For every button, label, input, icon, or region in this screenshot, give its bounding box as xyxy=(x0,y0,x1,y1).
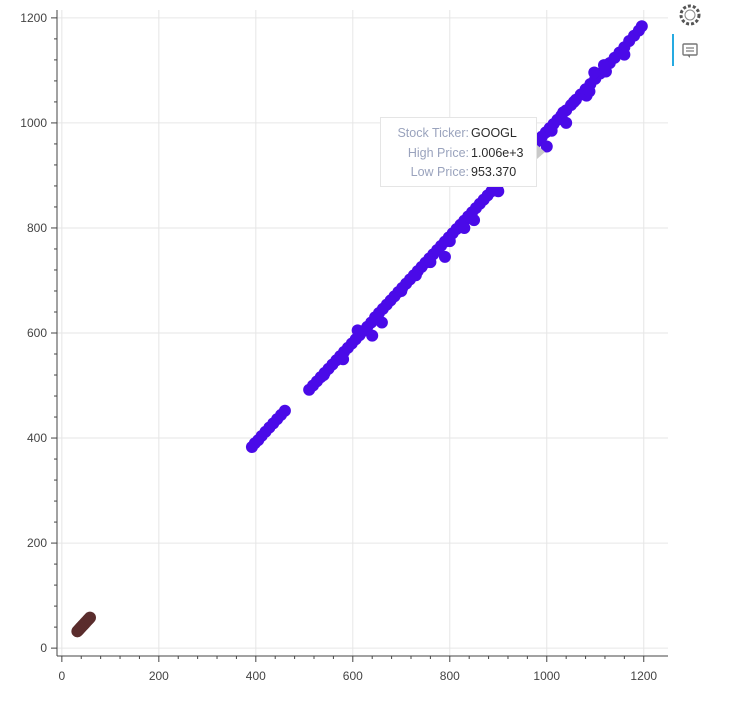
tooltip-row-low: Low Price: 953.370 xyxy=(389,163,528,183)
series-1 xyxy=(71,611,96,638)
ticks: 0 200 400 600 800 1000 1200 0 200 400 600 800 1000 12… xyxy=(20,11,657,683)
scatter-point[interactable] xyxy=(278,404,291,417)
x-tick-label: 400 xyxy=(246,669,266,683)
hover-tooltip-icon[interactable] xyxy=(676,38,704,64)
y-tick-label: 400 xyxy=(27,431,47,445)
scatter-point[interactable] xyxy=(395,284,408,297)
bokeh-logo-icon[interactable] xyxy=(676,2,704,28)
scatter-point[interactable] xyxy=(583,85,596,98)
scatter-point[interactable] xyxy=(83,611,96,624)
x-tick-label: 200 xyxy=(149,669,169,683)
scatter-point[interactable] xyxy=(375,316,388,329)
scatter-point[interactable] xyxy=(366,329,379,342)
scatter-point[interactable] xyxy=(635,20,648,33)
scatter-point[interactable] xyxy=(557,106,570,119)
y-tick-label: 0 xyxy=(40,641,47,655)
chart-toolbar xyxy=(672,0,712,80)
scatter-point[interactable] xyxy=(560,116,573,129)
y-tick-label: 600 xyxy=(27,326,47,340)
scatter-point[interactable] xyxy=(351,324,364,337)
tooltip-value: GOOGL xyxy=(471,126,517,140)
scatter-point[interactable] xyxy=(618,48,631,61)
scatter-point[interactable] xyxy=(458,221,471,234)
tooltip-value: 1.006e+3 xyxy=(471,145,524,160)
tooltip-label: Low Price: xyxy=(410,165,469,179)
scatter-point[interactable] xyxy=(443,235,456,248)
tooltip-label: High Price: xyxy=(407,145,469,160)
scatter-point[interactable] xyxy=(438,250,451,263)
y-tick-label: 800 xyxy=(27,221,47,235)
scatter-point[interactable] xyxy=(545,124,558,137)
y-tick-label: 200 xyxy=(27,536,47,550)
x-tick-label: 1000 xyxy=(533,669,560,683)
y-tick-label: 1200 xyxy=(20,11,47,25)
tooltip-pointer xyxy=(537,145,545,159)
scatter-point[interactable] xyxy=(597,59,610,72)
active-tool-indicator xyxy=(672,34,674,66)
tooltip-value: 953.370 xyxy=(471,165,517,179)
scatter-point[interactable] xyxy=(492,185,505,198)
tooltip-label: Stock Ticker: xyxy=(397,126,469,140)
scatter-point[interactable] xyxy=(424,256,437,269)
tooltip-row-high: High Price: 1.006e+3 xyxy=(389,144,528,164)
tooltip-row-ticker: Stock Ticker: GOOGL xyxy=(389,124,528,144)
x-tick-label: 1200 xyxy=(630,669,657,683)
y-tick-label: 1000 xyxy=(20,116,47,130)
scatter-point[interactable] xyxy=(567,95,580,108)
x-tick-label: 0 xyxy=(59,669,66,683)
scatter-point[interactable] xyxy=(588,66,601,79)
scatter-point[interactable] xyxy=(337,353,350,366)
x-tick-label: 800 xyxy=(440,669,460,683)
x-tick-label: 600 xyxy=(343,669,363,683)
hover-tooltip: Stock Ticker: GOOGL High Price: 1.006e+3… xyxy=(380,117,537,187)
scatter-point[interactable] xyxy=(409,269,422,282)
scatter-point[interactable] xyxy=(317,369,330,382)
scatter-point[interactable] xyxy=(468,214,481,227)
